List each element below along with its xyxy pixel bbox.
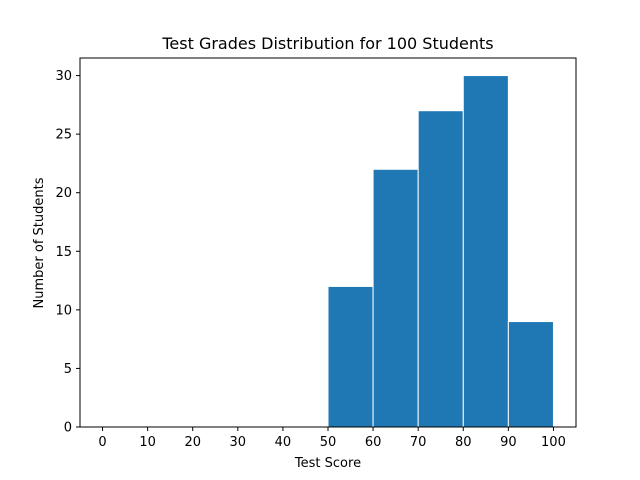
bar-90-100 [507,321,554,428]
x-tick-label: 80 [455,435,472,450]
x-axis: 0 10 20 30 40 50 60 70 80 90 100 [98,427,566,450]
x-tick-label: 20 [184,435,201,450]
y-tick-label: 10 [55,303,72,318]
x-tick-label: 30 [230,435,247,450]
x-axis-label: Test Score [294,456,361,471]
x-tick-label: 0 [98,435,106,450]
y-axis: 0 5 10 15 20 25 30 [55,69,80,436]
x-tick-label: 60 [365,435,382,450]
bar-70-80 [417,110,464,428]
chart-title: Test Grades Distribution for 100 Student… [161,34,493,53]
x-tick-label: 100 [541,435,566,450]
bars-group [327,75,554,428]
y-tick-label: 15 [55,245,72,260]
bar-50-60 [327,285,374,428]
x-tick-label: 50 [320,435,337,450]
x-tick-label: 90 [500,435,517,450]
x-tick-label: 70 [410,435,427,450]
bar-60-70 [372,168,419,428]
y-tick-label: 5 [64,362,72,377]
bar-80-90 [462,75,509,428]
y-tick-label: 20 [55,186,72,201]
y-axis-label: Number of Students [32,177,47,308]
x-tick-label: 10 [139,435,156,450]
y-tick-label: 30 [55,69,72,84]
x-tick-label: 40 [275,435,292,450]
y-tick-label: 0 [64,421,72,436]
y-tick-label: 25 [55,128,72,143]
